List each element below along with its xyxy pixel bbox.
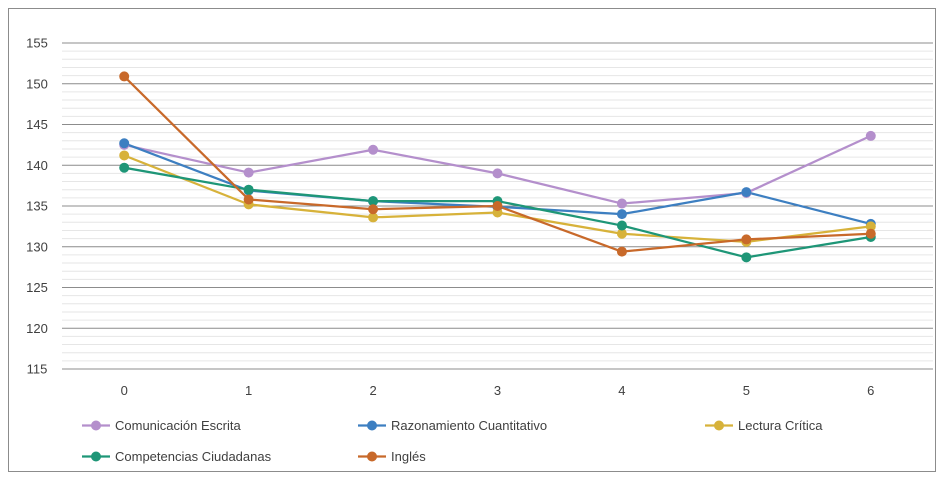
- data-point: [616, 209, 627, 220]
- data-point: [492, 168, 503, 179]
- data-point: [243, 167, 254, 178]
- chart-frame: 115 120 125 130 135 140 145 150 155 0 1 2 3 4 5 6 Comu…: [8, 8, 936, 472]
- x-tick-label: 1: [245, 383, 252, 398]
- x-tick-label: 6: [867, 383, 874, 398]
- data-point: [616, 198, 627, 209]
- legend-label: Lectura Crítica: [738, 418, 823, 433]
- y-axis-ticks: 115 120 125 130 135 140 145 150 155: [26, 36, 48, 377]
- data-point: [119, 71, 130, 82]
- legend-item: Razonamiento Cuantitativo: [358, 418, 547, 433]
- data-point: [741, 252, 752, 263]
- y-tick-label: 135: [26, 199, 48, 214]
- legend-swatch-marker: [367, 420, 377, 431]
- data-point: [119, 138, 130, 149]
- legend-swatch-marker: [91, 451, 101, 462]
- series-points: [119, 71, 876, 263]
- data-point: [865, 221, 876, 232]
- series-line-4: [123, 75, 871, 253]
- data-point: [865, 130, 876, 141]
- y-tick-label: 155: [26, 36, 48, 51]
- y-tick-label: 145: [26, 117, 48, 132]
- data-point: [741, 234, 752, 245]
- data-point: [368, 204, 379, 215]
- data-point: [616, 220, 627, 231]
- data-point: [243, 194, 254, 205]
- legend-item: Comunicación Escrita: [82, 418, 241, 433]
- data-point: [119, 162, 130, 173]
- y-tick-label: 130: [26, 239, 48, 254]
- x-tick-label: 2: [369, 383, 376, 398]
- legend-item: Inglés: [358, 449, 426, 464]
- data-point: [243, 184, 254, 195]
- x-tick-label: 4: [618, 383, 625, 398]
- data-point: [368, 212, 379, 223]
- legend-swatch-marker: [91, 420, 101, 431]
- data-point: [616, 246, 627, 257]
- legend-label: Competencias Ciudadanas: [115, 449, 272, 464]
- legend-item: Competencias Ciudadanas: [82, 449, 272, 464]
- data-point: [741, 187, 752, 198]
- legend: Comunicación Escrita Razonamiento Cuantit…: [82, 418, 823, 464]
- legend-item: Lectura Crítica: [705, 418, 823, 433]
- data-point: [492, 201, 503, 211]
- legend-swatch-marker: [714, 420, 724, 431]
- data-point: [865, 228, 876, 239]
- x-tick-label: 0: [121, 383, 128, 398]
- y-tick-label: 150: [26, 76, 48, 91]
- y-tick-label: 125: [26, 280, 48, 295]
- data-point: [368, 196, 379, 207]
- y-tick-label: 140: [26, 158, 48, 173]
- x-axis-ticks: 0 1 2 3 4 5 6: [121, 383, 875, 398]
- legend-label: Inglés: [391, 449, 426, 464]
- y-tick-label: 120: [26, 321, 48, 336]
- x-tick-label: 3: [494, 383, 501, 398]
- data-point: [616, 228, 627, 239]
- x-tick-label: 5: [743, 383, 750, 398]
- data-point: [368, 144, 379, 155]
- data-point: [119, 150, 130, 161]
- y-tick-label: 115: [27, 362, 48, 377]
- line-chart: 115 120 125 130 135 140 145 150 155 0 1 2 3 4 5 6 Comu…: [26, 36, 933, 464]
- legend-swatch-marker: [367, 451, 377, 462]
- legend-label: Comunicación Escrita: [115, 418, 241, 433]
- legend-label: Razonamiento Cuantitativo: [391, 418, 547, 433]
- minor-grid: [62, 50, 933, 362]
